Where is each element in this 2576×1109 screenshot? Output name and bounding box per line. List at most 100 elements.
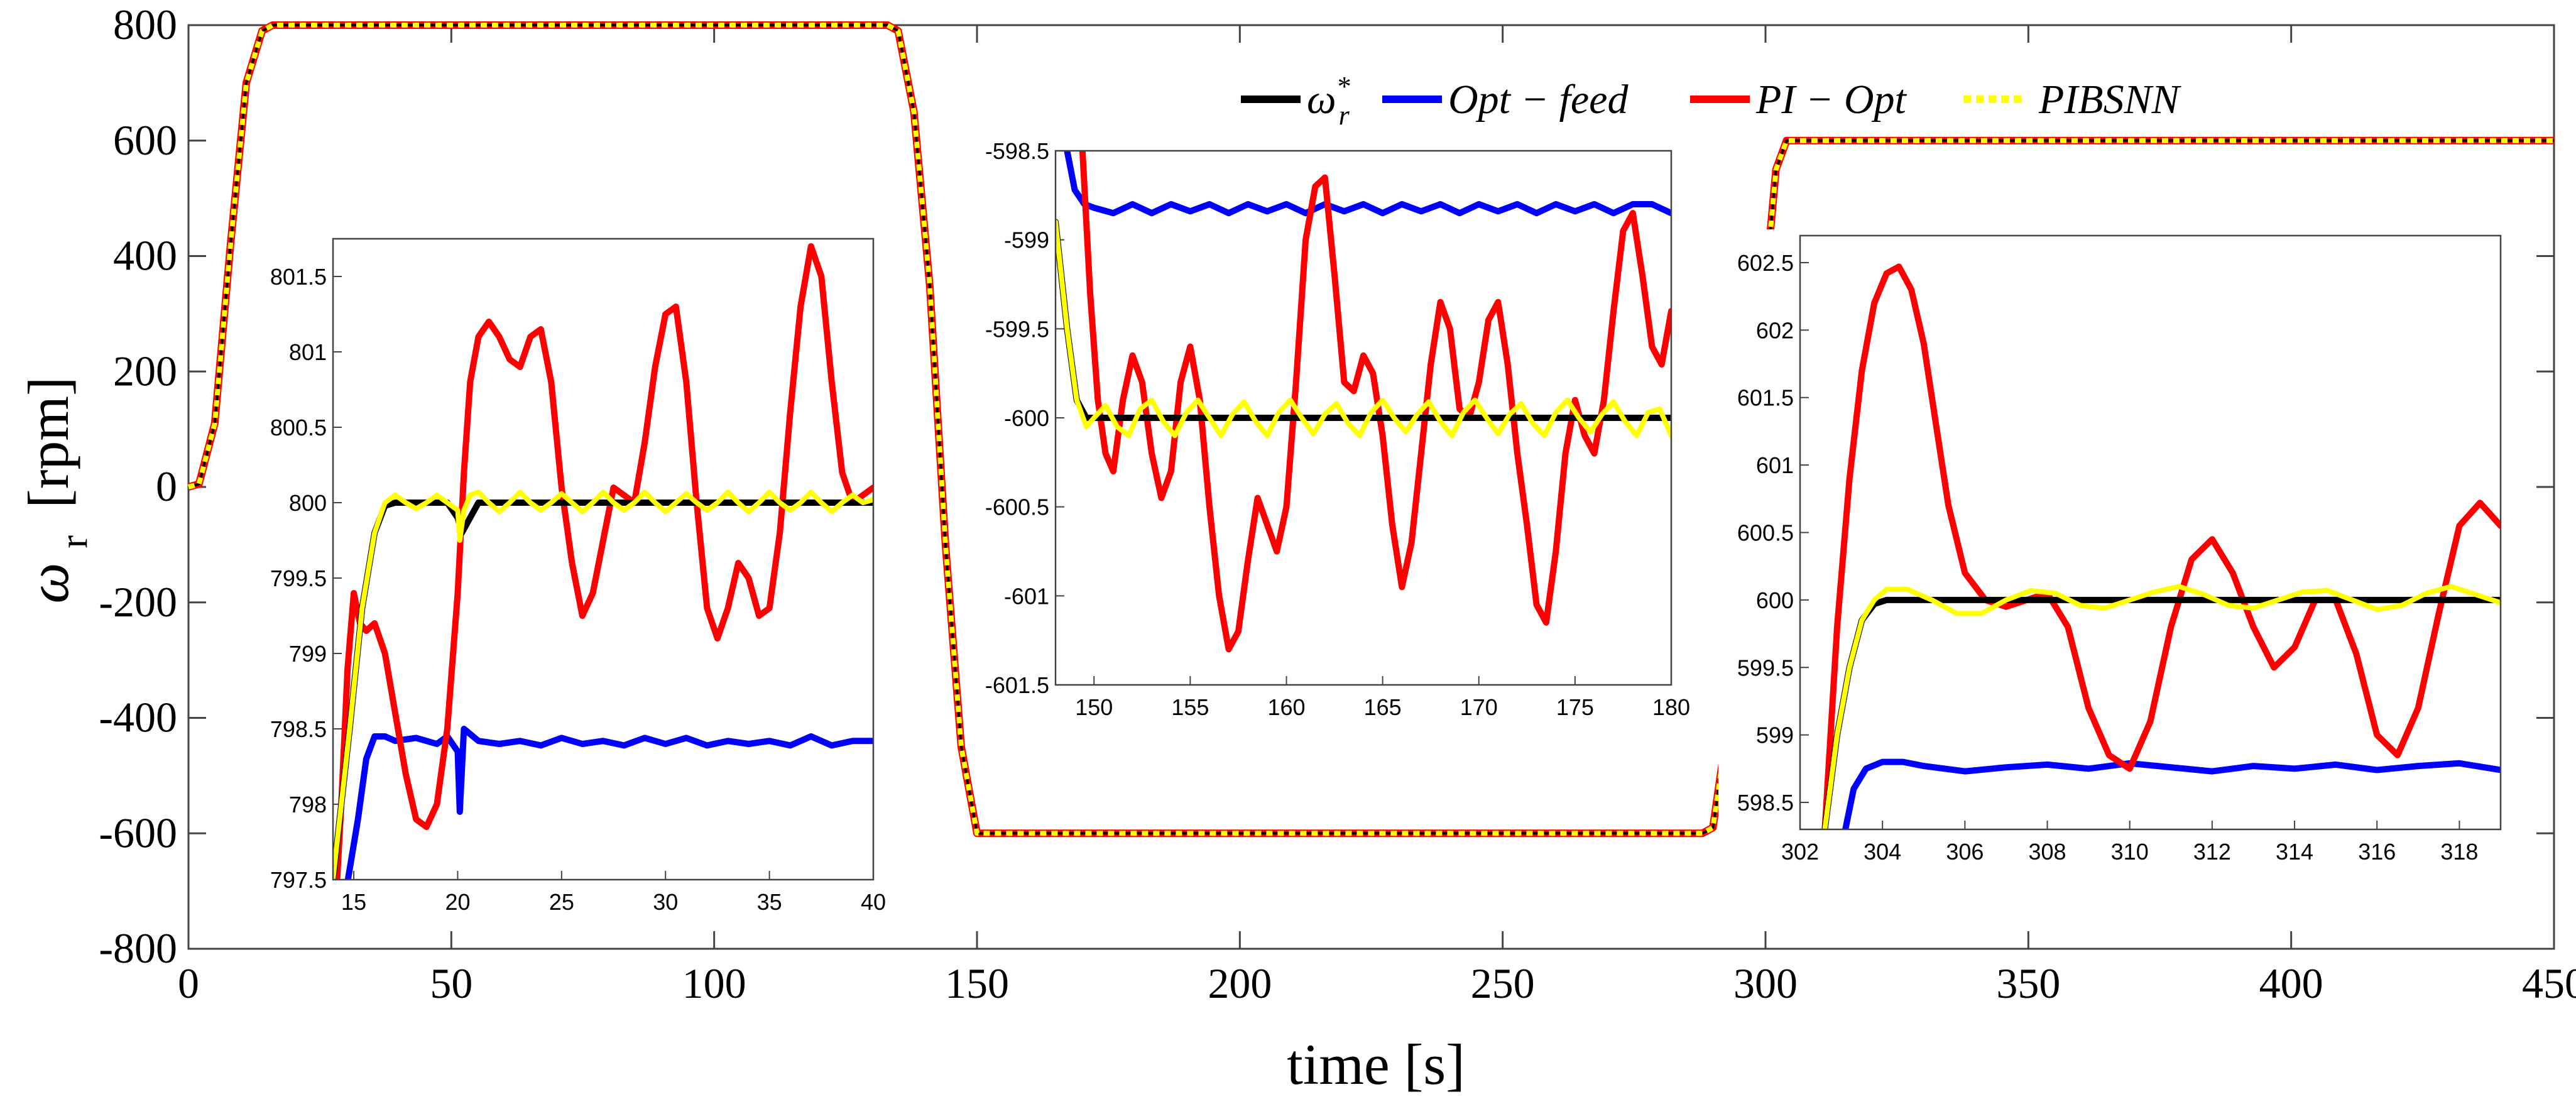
x-tick-label: 200 <box>1208 959 1272 1007</box>
legend-item-pi-opt: PI − Opt <box>1690 77 1907 123</box>
inset-y-tick-label: 800.5 <box>270 415 327 440</box>
x-tick-label: 300 <box>1733 959 1798 1007</box>
inset-line-pibsnn <box>1822 584 2501 829</box>
svg-text:ω r [rpm]: ω r [rpm] <box>16 376 99 603</box>
inset-x-tick-label: 150 <box>1075 694 1113 720</box>
y-tick-label: 800 <box>113 1 177 48</box>
inset-y-tick-label: -600.5 <box>985 494 1049 520</box>
inset-series-lines <box>1821 263 2501 829</box>
inset-y-tick-label: 798 <box>289 792 327 817</box>
inset-x-tick-label: 165 <box>1364 694 1402 720</box>
inset-y-tick-label: -601.5 <box>985 672 1049 698</box>
inset-y-tick-label: 602.5 <box>1737 250 1794 276</box>
inset-series-lines <box>333 243 873 880</box>
y-tick-label: -400 <box>99 694 177 741</box>
inset-line-pibsnn <box>1056 219 1671 439</box>
inset-y-tick-label: -598.5 <box>985 138 1049 164</box>
inset-plot-600: 598.5 599 599.5 600 600.5 601 601.5 602 602.5 302… <box>1718 229 2513 873</box>
inset-line-opt-feed <box>344 726 873 880</box>
inset-backdrop <box>251 232 886 924</box>
inset-y-tick-label: 799 <box>289 641 327 667</box>
inset-y-tick-label: 600.5 <box>1737 520 1794 546</box>
legend-item-pibsnn: PIBSNN <box>1963 77 2182 123</box>
x-tick-label: 400 <box>2259 959 2323 1007</box>
x-axis-title: time [s] <box>1287 1032 1465 1096</box>
legend: ω* r Opt − feed PI − Opt PIBSNN <box>1231 68 2274 131</box>
inset-y-tick-label: 599.5 <box>1737 655 1794 680</box>
inset-x-tick-label: 155 <box>1171 694 1209 720</box>
inset-y-tick-label: 801.5 <box>270 264 327 290</box>
inset-axes-box <box>1799 234 2502 831</box>
y-tick-label: 400 <box>113 232 177 280</box>
legend-label-pibsnn: PIBSNN <box>2038 77 2182 123</box>
inset-y-tick-label: 602 <box>1756 317 1794 343</box>
legend-item-opt-feed: Opt − feed <box>1382 77 1629 123</box>
y-axis-symbol: ω <box>16 563 80 604</box>
inset-y-tick-label: 801 <box>289 339 327 365</box>
inset-y-tick-label: 797.5 <box>270 867 327 893</box>
inset-y-tick-label: 800 <box>289 490 327 516</box>
inset-x-tick-label: 310 <box>2111 839 2149 865</box>
inset-plot-800: 797.5 798 798.5 799 799.5 800 800.5 801 801.5 15 2… <box>251 232 886 924</box>
inset-y-tick-label: 598.5 <box>1737 790 1794 816</box>
inset-x-tick-label: 170 <box>1460 694 1498 720</box>
inset-x-tick-label: 318 <box>2440 839 2478 865</box>
legend-label-omega-ref: ω* r <box>1307 71 1350 131</box>
inset-x-tick-label: 160 <box>1267 694 1305 720</box>
inset-series-lines <box>1056 151 1671 653</box>
inset-backdrop <box>1718 229 2513 873</box>
x-tick-label: 350 <box>1996 959 2060 1007</box>
y-tick-label: -600 <box>99 809 177 856</box>
inset-y-tick-label: -599.5 <box>985 316 1049 342</box>
y-axis-unit: [rpm] <box>16 376 80 508</box>
inset-x-tick-label: 314 <box>2276 839 2313 865</box>
inset-y-tick-label: 600 <box>1756 587 1794 613</box>
inset-x-tick-label: 20 <box>445 889 470 915</box>
x-tick-label: 100 <box>682 959 746 1007</box>
y-tick-label: -200 <box>99 578 177 626</box>
inset-line-pi-opt <box>334 243 873 880</box>
inset-line-opt-feed <box>1064 151 1671 217</box>
inset-line-opt-feed <box>1842 758 2501 829</box>
inset-x-tick-label: 304 <box>1864 839 1901 865</box>
inset-x-tick-label: 180 <box>1652 694 1690 720</box>
inset-y-tick-label: 601 <box>1756 452 1794 478</box>
inset-x-tick-label: 15 <box>341 889 366 915</box>
x-tick-label: 450 <box>2522 959 2576 1007</box>
y-tick-label: -800 <box>99 924 177 972</box>
inset-x-tick-label: 308 <box>2028 839 2066 865</box>
x-tick-label: 50 <box>430 959 472 1007</box>
inset-x-tick-label: 40 <box>861 889 886 915</box>
x-tick-label: 150 <box>945 959 1009 1007</box>
inset-y-tick-label: 599 <box>1756 723 1794 748</box>
inset-x-tick-label: 306 <box>1946 839 1984 865</box>
inset-x-tick-label: 25 <box>549 889 574 915</box>
legend-item-omega-ref: ω* r <box>1241 71 1350 131</box>
inset-line-pibsnn <box>333 489 873 880</box>
inset-axes-box <box>1054 150 1673 686</box>
inset-x-tick-label: 175 <box>1556 694 1594 720</box>
y-tick-label: 600 <box>113 116 177 164</box>
x-tick-label: 250 <box>1471 959 1535 1007</box>
x-tick-label: 0 <box>178 959 199 1007</box>
inset-x-tick-label: 302 <box>1781 839 1819 865</box>
main-line-pibsnn <box>187 23 2554 836</box>
inset-x-tick-label: 35 <box>757 889 782 915</box>
inset-y-tick-label: -600 <box>1004 405 1049 431</box>
y-axis-subscript: r <box>53 535 96 549</box>
inset-y-tick-label: -601 <box>1004 583 1049 609</box>
y-tick-label: 200 <box>113 347 177 395</box>
inset-y-tick-label: 798.5 <box>270 716 327 742</box>
legend-label-opt-feed: Opt − feed <box>1448 77 1629 123</box>
y-axis-title: ω r [rpm] <box>16 376 99 603</box>
legend-label-pi-opt: PI − Opt <box>1755 77 1907 123</box>
inset-x-tick-label: 316 <box>2358 839 2396 865</box>
inset-y-tick-label: 799.5 <box>270 565 327 591</box>
main-x-ticks: 0 50 100 150 200 250 300 350 400 450 <box>178 25 2576 1007</box>
inset-y-tick-label: 601.5 <box>1737 385 1794 411</box>
inset-plot-minus600: -601.5 -601 -600.5 -600 -599.5 -599 -598.5 150 1… <box>974 138 1690 729</box>
inset-line-pi-opt <box>1821 263 2501 829</box>
inset-axes-box <box>332 238 875 881</box>
inset-y-tick-label: -599 <box>1004 227 1049 253</box>
